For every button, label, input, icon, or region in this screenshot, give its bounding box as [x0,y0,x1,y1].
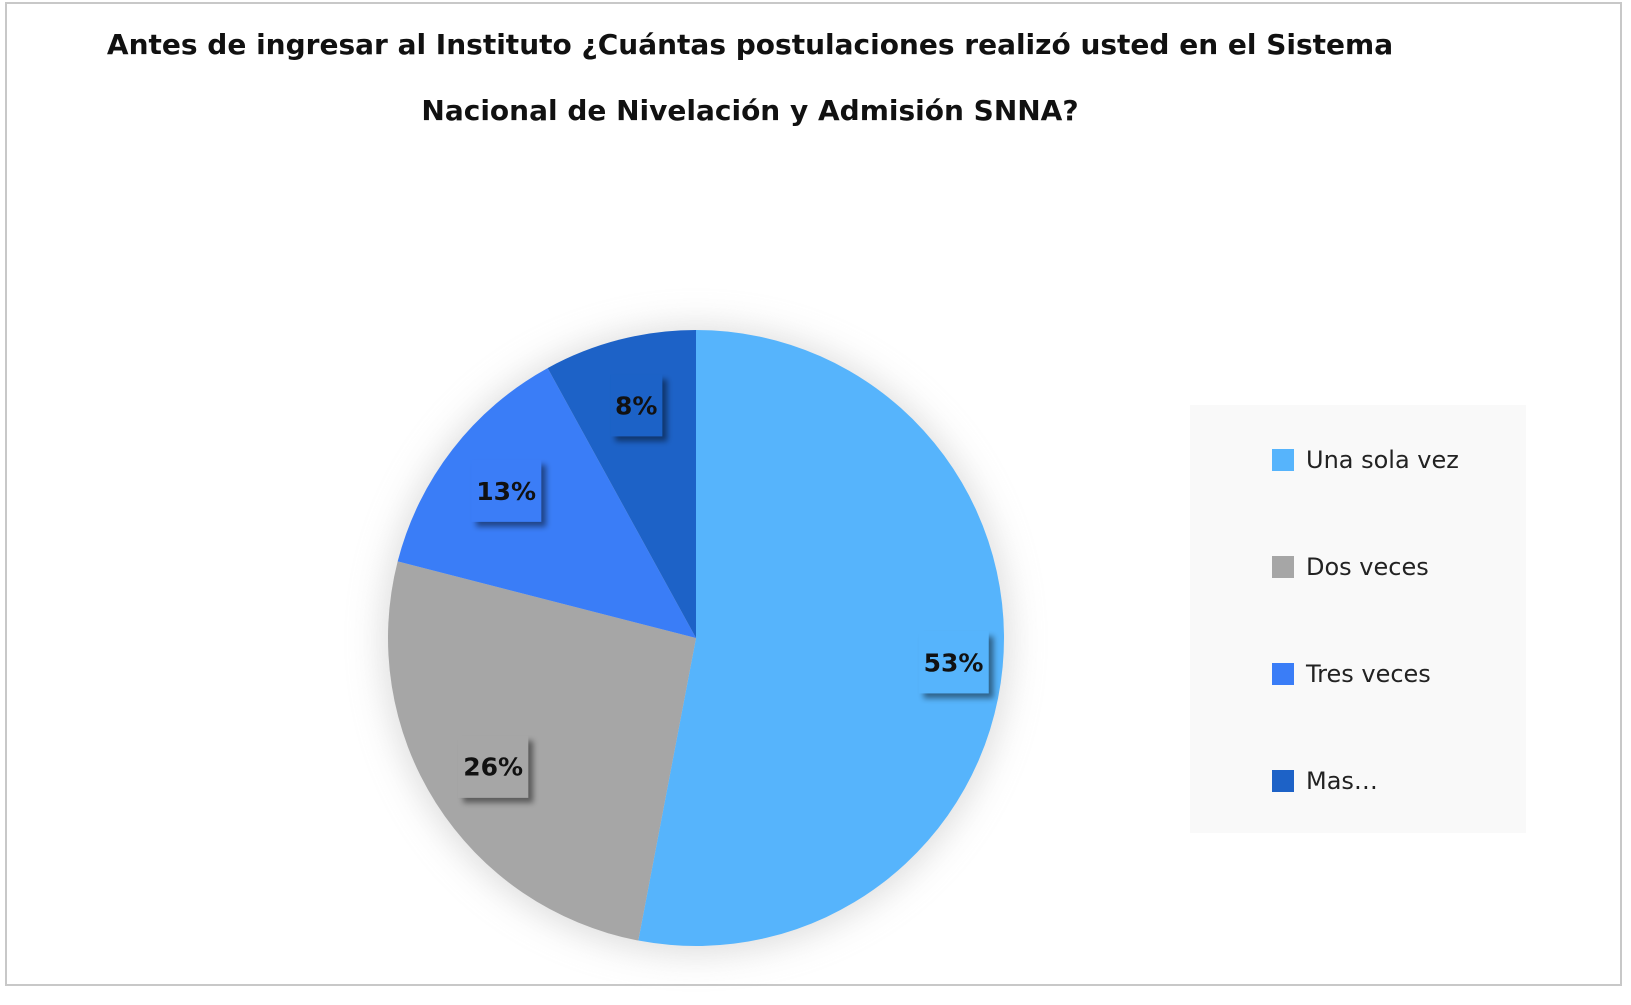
legend-label-dos-veces: Dos veces [1306,553,1429,581]
legend: Una sola vez Dos veces Tres veces Mas… [1190,405,1526,833]
data-label-box-mas [610,374,663,437]
legend-item-tres-veces: Tres veces [1272,659,1431,689]
data-label-text-mas: 8% [615,391,657,420]
pie-slices [387,330,1004,946]
legend-item-mas: Mas… [1272,766,1378,796]
legend-item-dos-veces: Dos veces [1272,552,1429,582]
data-label-box-una-sola-vez [918,631,989,694]
legend-label-tres-veces: Tres veces [1306,660,1431,688]
chart-title-line-2: Nacional de Nivelación y Admisión SNNA? [421,94,1079,127]
legend-swatch-dos-veces [1272,556,1294,578]
data-label-text-una-sola-vez: 53% [924,648,984,677]
data-label-una-sola-vez: 53% [918,631,989,694]
chart-title-line-1: Antes de ingresar al Instituto ¿Cuántas … [106,28,1394,61]
chart-title: Antes de ingresar al Instituto ¿Cuántas … [0,12,1500,144]
data-label-box-tres-veces [471,459,542,522]
pie-data-labels: 53% 26% 13% 8% [458,374,989,798]
data-label-tres-veces: 13% [471,459,542,522]
legend-item-una-sola-vez: Una sola vez [1272,445,1459,475]
data-label-mas: 8% [610,374,663,437]
legend-label-una-sola-vez: Una sola vez [1306,446,1459,474]
legend-label-mas: Mas… [1306,767,1378,795]
legend-swatch-mas [1272,770,1294,792]
legend-swatch-tres-veces [1272,663,1294,685]
data-label-dos-veces: 26% [458,735,529,798]
pie-slice-dos-veces [387,561,696,941]
pie-slice-una-sola-vez [638,330,1004,946]
pie-slice-tres-veces [397,368,696,638]
data-label-box-dos-veces [458,735,529,798]
legend-swatch-una-sola-vez [1272,449,1294,471]
data-label-text-dos-veces: 26% [463,753,523,782]
data-label-text-tres-veces: 13% [476,477,536,506]
